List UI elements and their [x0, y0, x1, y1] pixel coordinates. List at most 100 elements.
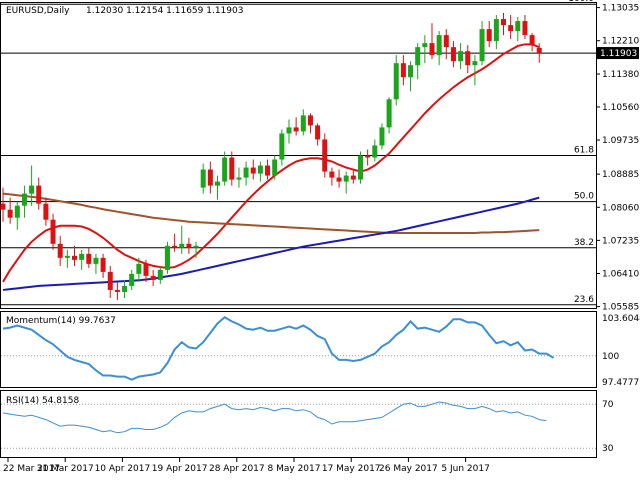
- date-tick-label: 26 May 2017: [379, 464, 438, 474]
- momentum-tick-label: 100: [602, 352, 619, 362]
- date-tick-label: 5 Jun 2017: [441, 464, 489, 474]
- rsi-panel-frame: [0, 390, 597, 458]
- candle: [343, 171, 349, 194]
- candle: [458, 43, 464, 70]
- candle: [429, 23, 435, 60]
- candle: [529, 33, 535, 52]
- candle: [350, 169, 356, 184]
- candle: [265, 159, 271, 180]
- date-tick-label: 19 Apr 2017: [152, 464, 208, 474]
- candle: [43, 197, 49, 226]
- candle: [515, 17, 521, 42]
- candle: [465, 45, 471, 74]
- candle: [479, 21, 485, 66]
- candle: [7, 197, 13, 224]
- fib-level-label: 100.0: [568, 0, 594, 4]
- price-tick-label: 1.08060: [602, 203, 639, 213]
- price-tick-label: 1.09735: [602, 136, 639, 146]
- ohlc-header: 1.12030 1.12154 1.11659 1.11903: [86, 6, 243, 16]
- rsi-axis: 70 30: [602, 400, 614, 454]
- price-tick-label: 1.12210: [602, 37, 639, 47]
- candle: [250, 159, 256, 180]
- candle: [236, 167, 242, 188]
- momentum-panel-frame: [0, 311, 597, 388]
- candle: [107, 265, 113, 298]
- candle: [0, 187, 6, 222]
- candle: [443, 29, 449, 60]
- candle: [522, 15, 528, 40]
- price-panel: 100.0 61.8 50.0 38.2 23.6 EURUSD,Daily 1.120…: [0, 0, 597, 309]
- candle: [164, 241, 170, 274]
- date-tick-label: 31 Mar 2017: [37, 464, 94, 474]
- candle: [450, 41, 456, 68]
- candle: [215, 175, 220, 200]
- price-tick-label: 1.10560: [602, 103, 639, 113]
- candle: [150, 269, 156, 286]
- candle: [36, 177, 42, 210]
- candle: [86, 247, 92, 268]
- momentum-line: [2, 315, 555, 381]
- candle: [300, 109, 306, 136]
- current-price-label: 1.11903: [600, 49, 637, 59]
- candle: [222, 151, 228, 186]
- candle: [100, 253, 106, 278]
- candle: [365, 149, 371, 166]
- candle: [508, 15, 514, 40]
- candle: [315, 123, 321, 146]
- price-tick-label: 1.13035: [602, 4, 639, 14]
- candle: [243, 161, 249, 186]
- rsi-tick-label: 30: [602, 444, 614, 454]
- candle: [64, 249, 70, 268]
- date-tick-label: 8 May 2017: [268, 464, 321, 474]
- candle: [129, 269, 135, 290]
- candle: [29, 165, 35, 206]
- candle: [21, 185, 27, 218]
- candle: [408, 61, 414, 92]
- candle: [229, 151, 235, 186]
- price-axis: 1.13035 1.12210 1.11380 1.10560 1.09735 1.088…: [596, 4, 639, 313]
- candle: [193, 241, 199, 258]
- momentum-tick-label: 103.6044: [602, 314, 640, 324]
- momentum-panel: Momentum(14) 99.7637: [0, 311, 597, 388]
- current-price-tag: [597, 47, 639, 60]
- rsi-line: [2, 401, 547, 434]
- price-tick-label: 1.11380: [602, 70, 639, 80]
- candle: [14, 201, 20, 230]
- candle: [286, 119, 292, 144]
- date-tick-label: 17 May 2017: [322, 464, 381, 474]
- candle: [329, 167, 335, 186]
- fib-level-label: 38.2: [574, 238, 594, 248]
- momentum-tick-label: 97.4777: [602, 378, 639, 388]
- rsi-tick-label: 70: [602, 400, 614, 410]
- price-chart-title: EURUSD,Daily: [6, 6, 70, 16]
- candle: [200, 163, 206, 194]
- price-tick-label: 1.06410: [602, 269, 639, 279]
- moving-average-line: [2, 192, 540, 234]
- candle: [422, 35, 428, 64]
- candle: [279, 129, 285, 166]
- candle: [336, 169, 342, 188]
- candle: [393, 55, 399, 106]
- moving-average-line: [2, 43, 540, 283]
- candle: [536, 43, 542, 63]
- rsi-panel: RSI(14) 54.8158: [0, 390, 597, 458]
- candle: [436, 31, 442, 66]
- candle: [172, 233, 178, 252]
- candle: [57, 235, 63, 266]
- candle: [114, 281, 120, 300]
- candle: [486, 21, 492, 48]
- candle: [493, 15, 499, 50]
- momentum-title: Momentum(14) 99.7637: [6, 316, 116, 326]
- candle: [72, 245, 77, 266]
- date-tick-label: 28 Apr 2017: [209, 464, 265, 474]
- candle: [179, 225, 185, 254]
- date-tick-label: 22 Mar 2017: [3, 464, 60, 474]
- momentum-axis: 103.6044 100 97.4777: [602, 314, 640, 388]
- candle: [415, 43, 421, 80]
- moving-average-line: [2, 196, 540, 291]
- candle: [293, 117, 299, 136]
- rsi-title: RSI(14) 54.8158: [6, 396, 79, 406]
- candle: [50, 213, 56, 250]
- price-tick-label: 1.07235: [602, 236, 639, 246]
- candle: [122, 279, 128, 298]
